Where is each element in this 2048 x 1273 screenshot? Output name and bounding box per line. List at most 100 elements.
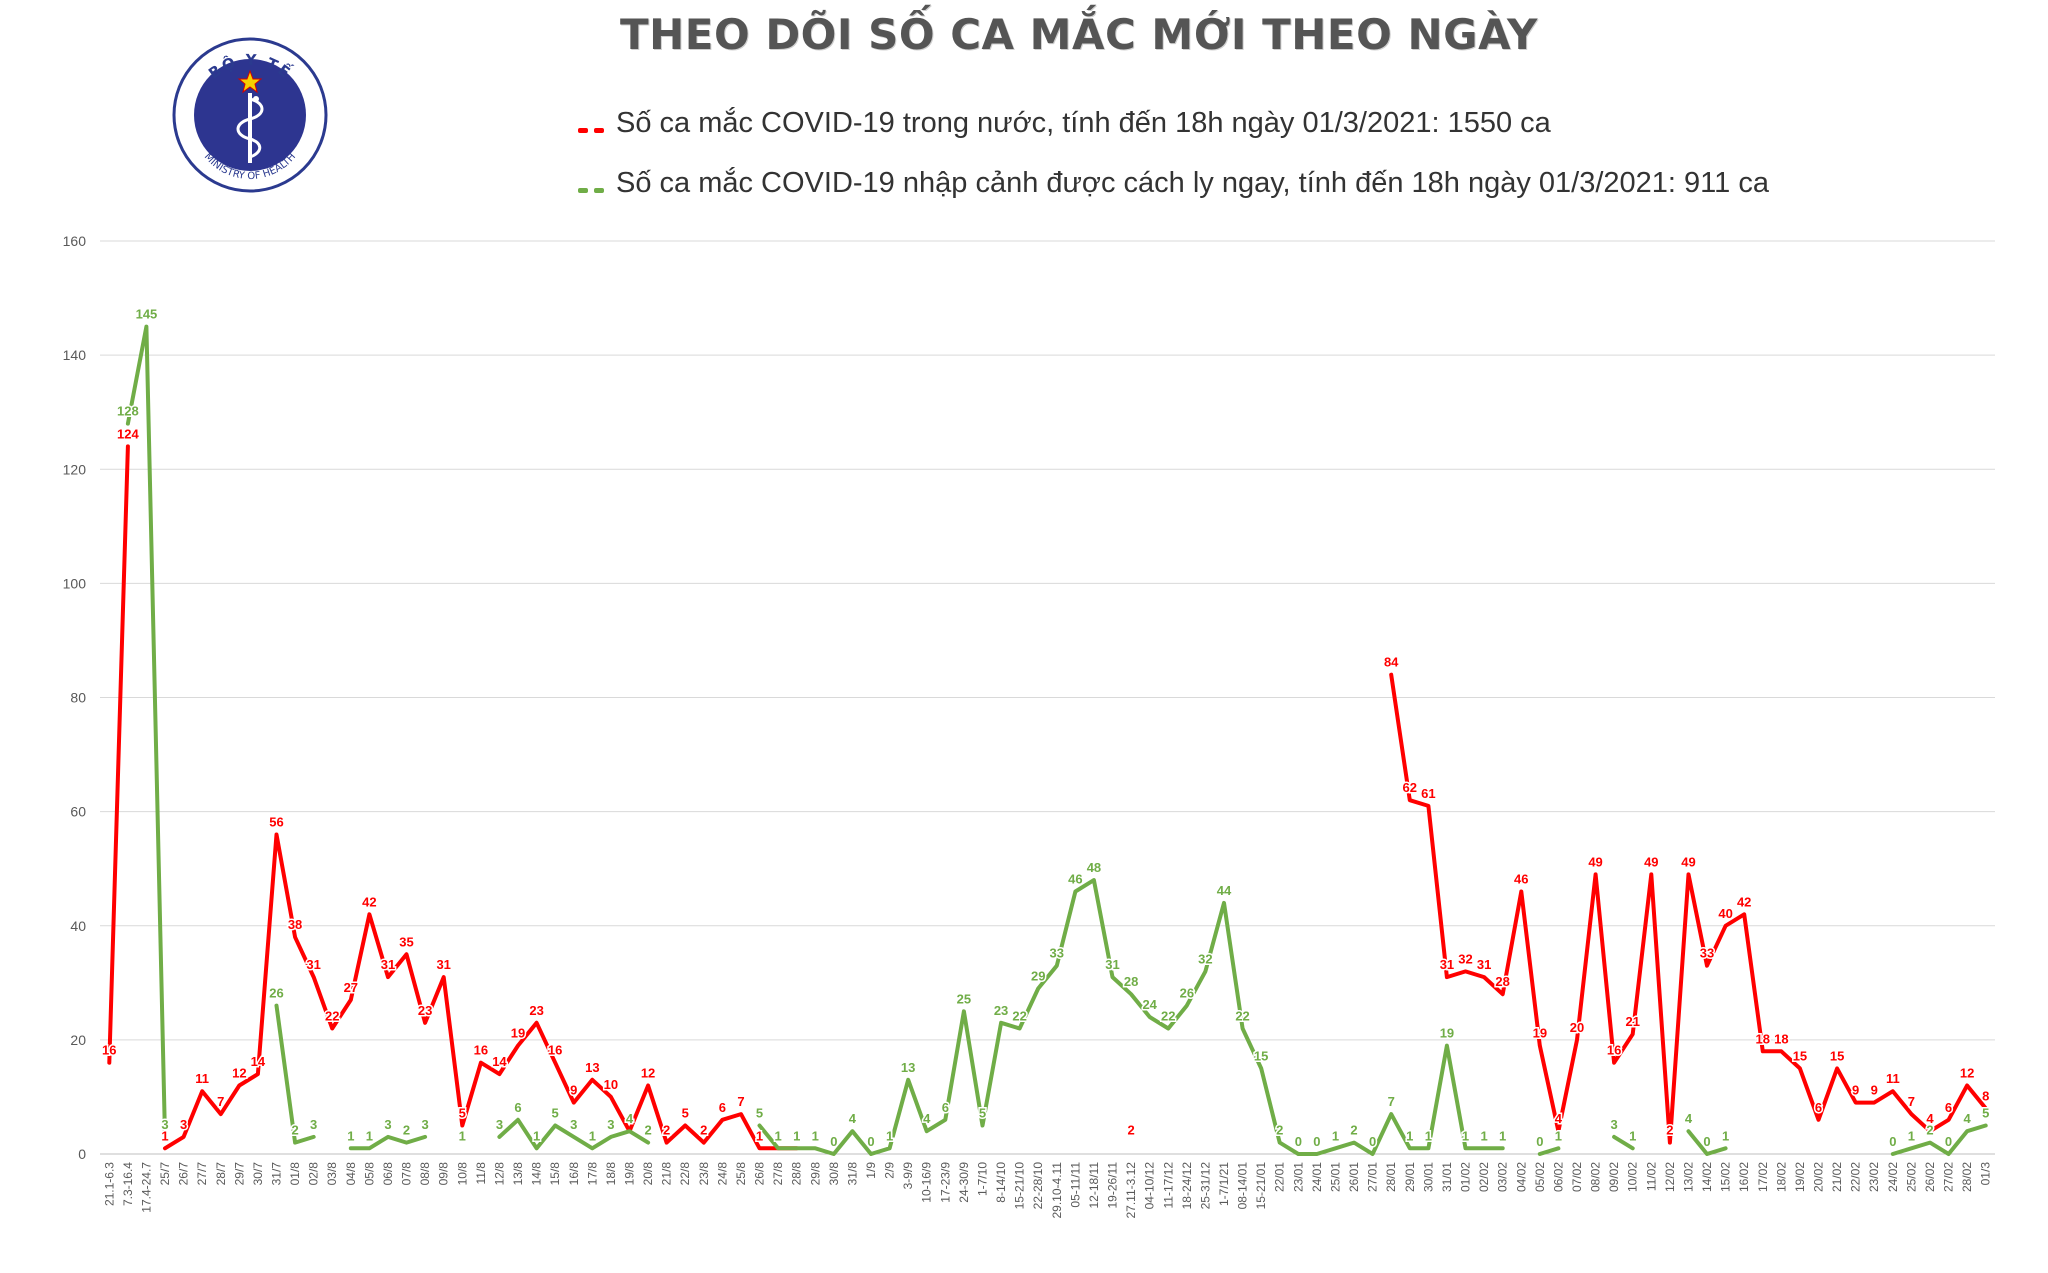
series-domestic-data-label: 6 xyxy=(1945,1100,1952,1115)
x-tick-label: 08-14/01 xyxy=(1236,1162,1250,1210)
x-tick-label: 23/01 xyxy=(1291,1162,1305,1192)
series-domestic-data-label: 19 xyxy=(1533,1026,1547,1041)
series-domestic-data-label: 15 xyxy=(1830,1048,1844,1063)
x-tick-label: 11/02 xyxy=(1644,1162,1658,1191)
x-tick-label: 26/02 xyxy=(1923,1162,1937,1192)
x-tick-label: 12-18/11 xyxy=(1087,1162,1101,1209)
series-imported-data-label: 26 xyxy=(269,986,283,1001)
series-domestic-data-label: 9 xyxy=(570,1083,577,1098)
series-domestic-data-label: 7 xyxy=(1908,1094,1915,1109)
series-imported-data-label: 2 xyxy=(1926,1123,1933,1138)
y-tick-label: 0 xyxy=(78,1146,86,1162)
series-imported-data-label: 1 xyxy=(774,1128,781,1143)
series-domestic-data-label: 1 xyxy=(774,1128,781,1143)
series-domestic-data-label: 16 xyxy=(1607,1043,1621,1058)
series-imported-data-label: 15 xyxy=(1254,1048,1268,1063)
x-tick-label: 12/8 xyxy=(492,1162,506,1186)
x-tick-label: 12/02 xyxy=(1663,1162,1677,1192)
series-domestic-data-label: 61 xyxy=(1421,786,1435,801)
series-imported-data-label: 19 xyxy=(1440,1026,1454,1041)
series-imported-data-label: 4 xyxy=(626,1111,634,1126)
x-tick-label: 24/8 xyxy=(715,1162,729,1186)
y-tick-label: 140 xyxy=(63,347,87,363)
series-domestic-data-label: 16 xyxy=(102,1043,116,1058)
x-tick-label: 17.4-24.7 xyxy=(139,1162,153,1213)
series-imported-data-label: 128 xyxy=(117,404,139,419)
x-tick-label: 18-24/12 xyxy=(1180,1162,1194,1210)
x-tick-label: 30/8 xyxy=(827,1162,841,1186)
series-domestic-data-label: 12 xyxy=(641,1066,655,1081)
x-tick-label: 09/8 xyxy=(437,1162,451,1186)
x-tick-label: 03/8 xyxy=(325,1162,339,1186)
series-imported-data-label: 5 xyxy=(979,1105,986,1120)
series-domestic-data-label: 49 xyxy=(1681,854,1695,869)
series-domestic-data-label: 31 xyxy=(436,957,450,972)
series-imported-data-label: 3 xyxy=(570,1117,577,1132)
series-domestic-data-label: 11 xyxy=(195,1071,209,1086)
series-domestic-line xyxy=(1389,672,1988,1145)
series-domestic-data-label: 15 xyxy=(1793,1048,1807,1063)
x-tick-label: 15-21/10 xyxy=(1013,1162,1027,1210)
series-imported-data-label: 0 xyxy=(1945,1134,1952,1149)
series-domestic-data-label: 46 xyxy=(1514,872,1528,887)
series-imported-data-label: 2 xyxy=(1276,1123,1283,1138)
series-imported-data-label: 3 xyxy=(422,1117,429,1132)
series-imported-data-label: 1 xyxy=(1499,1128,1506,1143)
y-tick-label: 20 xyxy=(70,1032,86,1048)
series-imported-data-label: 13 xyxy=(901,1060,915,1075)
x-tick-label: 24/01 xyxy=(1310,1162,1324,1192)
series-imported-data-label: 22 xyxy=(1235,1008,1249,1023)
series-imported-data-label: 0 xyxy=(1703,1134,1710,1149)
legend-domestic-label: Số ca mắc COVID-19 trong nước, tính đến … xyxy=(616,107,1551,139)
x-tick-label: 26/01 xyxy=(1347,1162,1361,1192)
series-domestic-data-label: 20 xyxy=(1570,1020,1584,1035)
series-domestic-data-label: 18 xyxy=(1774,1031,1788,1046)
x-tick-label: 08/8 xyxy=(418,1162,432,1186)
x-tick-label: 27/8 xyxy=(771,1162,785,1186)
series-imported-data-label: 5 xyxy=(756,1105,763,1120)
series-imported-data-label: 1 xyxy=(793,1128,800,1143)
series-domestic-data-label: 6 xyxy=(1815,1100,1822,1115)
series-imported-data-label: 6 xyxy=(942,1100,949,1115)
x-tick-label: 17/8 xyxy=(585,1162,599,1186)
x-tick-label: 1-7/10 xyxy=(975,1162,989,1196)
x-tick-label: 27.11-3.12 xyxy=(1124,1162,1138,1219)
series-imported-data-label: 1 xyxy=(1406,1128,1413,1143)
series-imported-data-label: 4 xyxy=(849,1111,857,1126)
x-tick-label: 07/02 xyxy=(1570,1162,1584,1192)
series-imported-data-label: 29 xyxy=(1031,969,1045,984)
series-imported-data-label: 1 xyxy=(1332,1128,1339,1143)
x-tick-label: 29/01 xyxy=(1403,1162,1417,1192)
series-imported-data-label: 1 xyxy=(1629,1128,1636,1143)
series-domestic-data-label: 35 xyxy=(399,934,413,949)
x-tick-label: 20/02 xyxy=(1812,1162,1826,1192)
series-imported-data-label: 2 xyxy=(1350,1123,1357,1138)
x-tick-label: 02/02 xyxy=(1477,1162,1491,1192)
x-tick-label: 19/8 xyxy=(622,1162,636,1186)
series-domestic-data-label: 49 xyxy=(1644,854,1658,869)
series-imported-data-label: 0 xyxy=(830,1134,837,1149)
series-domestic-data-label: 40 xyxy=(1718,906,1732,921)
x-tick-label: 25-31/12 xyxy=(1198,1162,1212,1210)
series-imported-data-label: 1 xyxy=(589,1128,596,1143)
series-domestic-data-label: 27 xyxy=(344,980,358,995)
series-domestic-data-label: 12 xyxy=(232,1066,246,1081)
series-domestic-data-label: 56 xyxy=(269,814,283,829)
x-tick-label: 27/02 xyxy=(1942,1162,1956,1192)
x-tick-label: 04/02 xyxy=(1514,1162,1528,1192)
series-imported-data-label: 1 xyxy=(1722,1128,1729,1143)
series-domestic-data-label: 4 xyxy=(1926,1111,1934,1126)
series-domestic-data-label: 4 xyxy=(1555,1111,1563,1126)
x-tick-label: 20/8 xyxy=(641,1162,655,1186)
series-imported-data-label: 0 xyxy=(1536,1134,1543,1149)
series-domestic-data-label: 9 xyxy=(1852,1083,1859,1098)
series-domestic-data-label: 49 xyxy=(1588,854,1602,869)
series-imported-line xyxy=(1890,1123,1988,1156)
series-imported-line xyxy=(1612,1134,1635,1151)
series-domestic-data-label: 14 xyxy=(492,1054,507,1069)
series-domestic-data-label: 14 xyxy=(251,1054,266,1069)
x-tick-label: 18/8 xyxy=(604,1162,618,1186)
series-imported-data-label: 1 xyxy=(1462,1128,1469,1143)
series-imported-line xyxy=(274,1003,316,1145)
series-imported-data-label: 1 xyxy=(1425,1128,1432,1143)
